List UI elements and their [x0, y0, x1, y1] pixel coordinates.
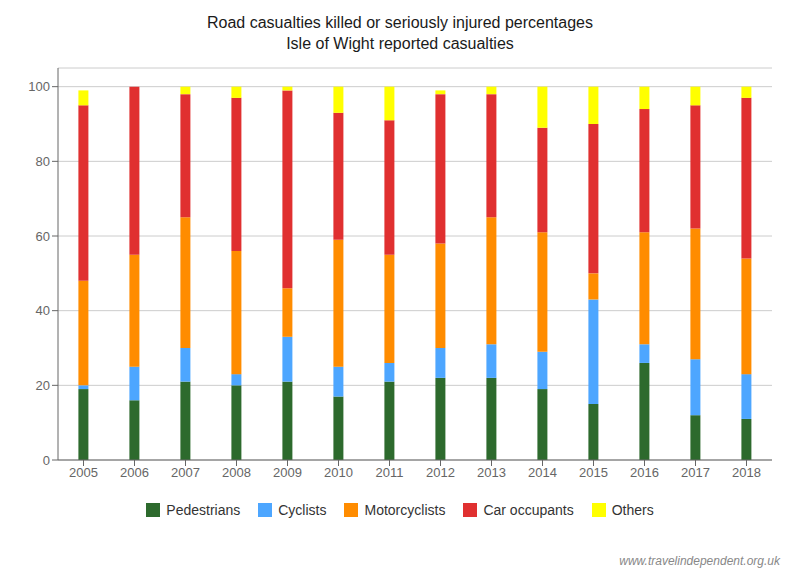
svg-text:2005: 2005	[69, 465, 98, 480]
svg-text:20: 20	[36, 378, 50, 393]
svg-text:100: 100	[28, 79, 50, 94]
svg-text:2015: 2015	[579, 465, 608, 480]
html-text:Road casualties killed or seri: Road casualties killed or seriously inju…	[207, 14, 593, 31]
svg-text:2007: 2007	[171, 465, 200, 480]
html-text:Isle of Wight reported casualt: Isle of Wight reported casualties	[286, 35, 514, 52]
html-text:www.travelindependent.org.uk: www.travelindependent.org.uk	[619, 554, 780, 568]
html-text:Cyclists: Cyclists	[278, 502, 327, 518]
svg-text:80: 80	[36, 154, 50, 169]
svg-text:2016: 2016	[630, 465, 659, 480]
html-text:Others: Others	[611, 502, 654, 518]
svg-text:60: 60	[36, 229, 50, 244]
html-text:Pedestrians: Pedestrians	[166, 502, 241, 518]
svg-text:40: 40	[36, 303, 50, 318]
svg-text:2010: 2010	[324, 465, 353, 480]
svg-text:2012: 2012	[426, 465, 455, 480]
svg-text:2006: 2006	[120, 465, 149, 480]
svg-text:2017: 2017	[681, 465, 710, 480]
svg-text:2008: 2008	[222, 465, 251, 480]
svg-text:2009: 2009	[273, 465, 302, 480]
html-text:Motorcyclists: Motorcyclists	[364, 502, 446, 518]
svg-text:0: 0	[43, 453, 50, 468]
svg-text:2014: 2014	[528, 465, 557, 480]
svg-text:2013: 2013	[477, 465, 506, 480]
svg-text:2018: 2018	[732, 465, 761, 480]
html-text:Car occupants: Car occupants	[483, 502, 574, 518]
svg-text:2011: 2011	[376, 465, 404, 480]
